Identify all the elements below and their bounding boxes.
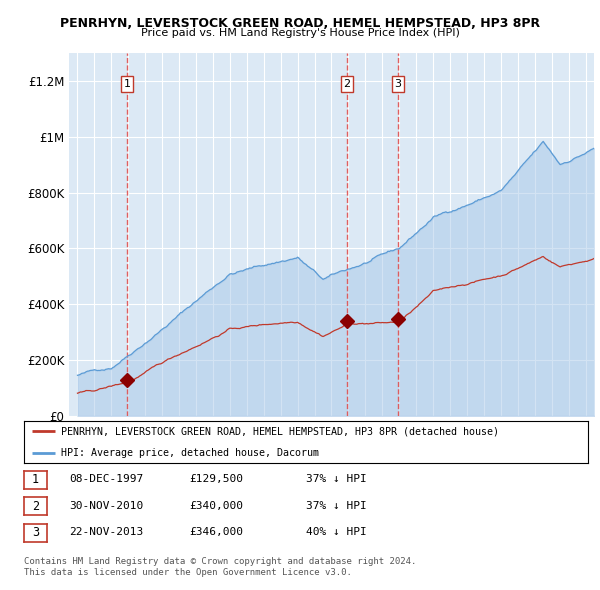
Text: This data is licensed under the Open Government Licence v3.0.: This data is licensed under the Open Gov… <box>24 568 352 577</box>
Text: Contains HM Land Registry data © Crown copyright and database right 2024.: Contains HM Land Registry data © Crown c… <box>24 558 416 566</box>
Text: 2: 2 <box>344 79 350 89</box>
Text: 30-NOV-2010: 30-NOV-2010 <box>69 501 143 510</box>
Text: 37% ↓ HPI: 37% ↓ HPI <box>306 474 367 484</box>
Text: £129,500: £129,500 <box>189 474 243 484</box>
Text: HPI: Average price, detached house, Dacorum: HPI: Average price, detached house, Daco… <box>61 448 319 457</box>
Text: PENRHYN, LEVERSTOCK GREEN ROAD, HEMEL HEMPSTEAD, HP3 8PR: PENRHYN, LEVERSTOCK GREEN ROAD, HEMEL HE… <box>60 17 540 30</box>
Text: PENRHYN, LEVERSTOCK GREEN ROAD, HEMEL HEMPSTEAD, HP3 8PR (detached house): PENRHYN, LEVERSTOCK GREEN ROAD, HEMEL HE… <box>61 427 499 436</box>
Text: 3: 3 <box>32 526 39 539</box>
Text: 1: 1 <box>124 79 130 89</box>
Text: 3: 3 <box>394 79 401 89</box>
Text: 1: 1 <box>32 473 39 486</box>
Text: £346,000: £346,000 <box>189 527 243 537</box>
Text: £340,000: £340,000 <box>189 501 243 510</box>
Text: Price paid vs. HM Land Registry's House Price Index (HPI): Price paid vs. HM Land Registry's House … <box>140 28 460 38</box>
Text: 40% ↓ HPI: 40% ↓ HPI <box>306 527 367 537</box>
Text: 22-NOV-2013: 22-NOV-2013 <box>69 527 143 537</box>
Text: 08-DEC-1997: 08-DEC-1997 <box>69 474 143 484</box>
Text: 2: 2 <box>32 500 39 513</box>
Text: 37% ↓ HPI: 37% ↓ HPI <box>306 501 367 510</box>
